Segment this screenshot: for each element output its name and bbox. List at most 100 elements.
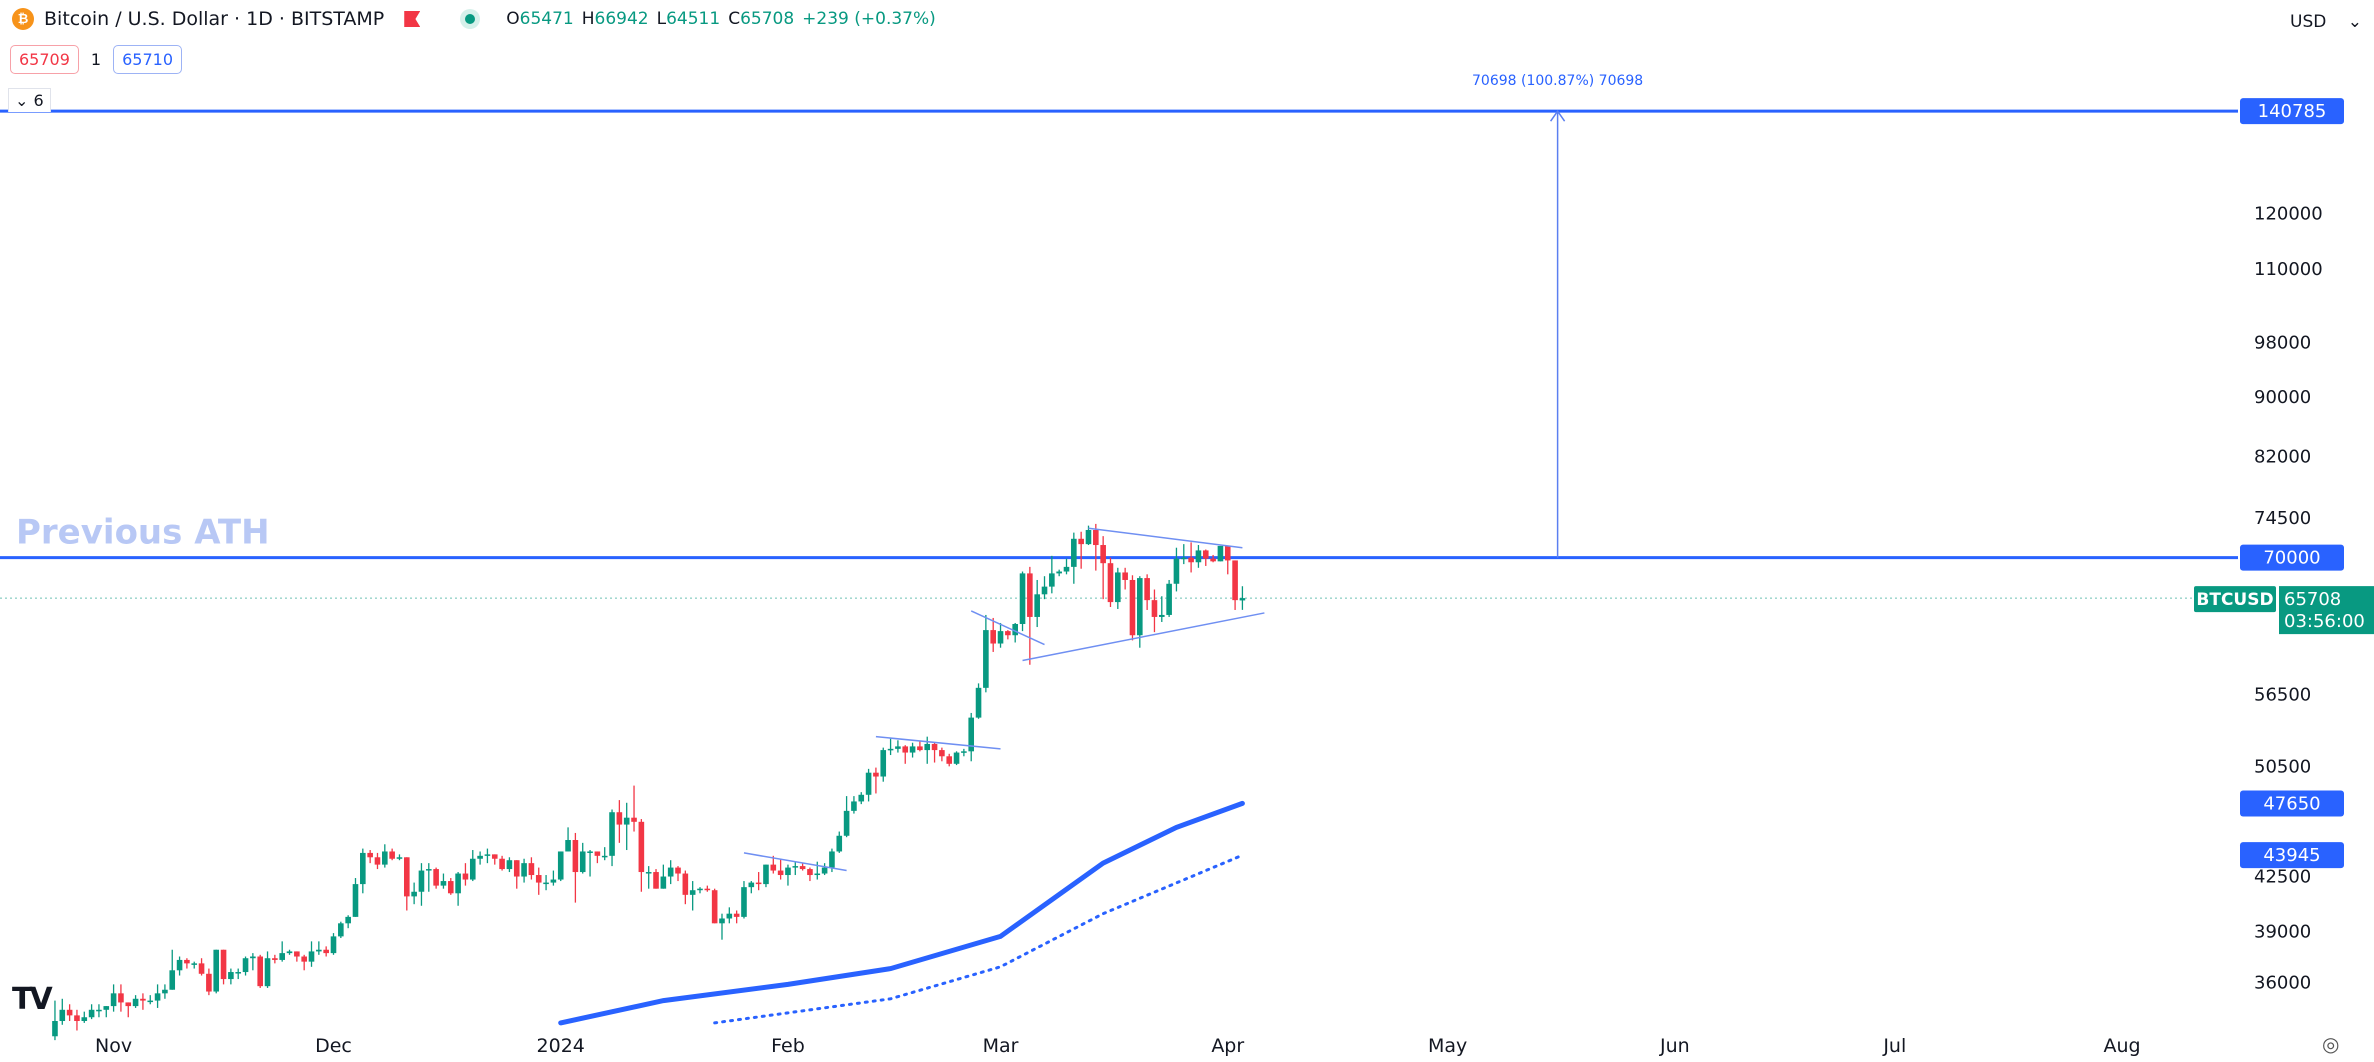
candle-body bbox=[521, 863, 527, 877]
candle-body bbox=[1232, 560, 1238, 601]
candle-body bbox=[697, 888, 703, 891]
last-price-text: 65708 bbox=[2284, 589, 2341, 610]
candle-body bbox=[301, 956, 307, 962]
candle-body bbox=[983, 630, 989, 688]
candle-body bbox=[975, 687, 982, 718]
candle-body bbox=[990, 630, 996, 644]
candle-body bbox=[1093, 529, 1099, 546]
candle-body bbox=[660, 876, 667, 889]
candle-body bbox=[909, 746, 916, 753]
buy-button[interactable]: 65710 bbox=[113, 45, 182, 74]
y-tick-label: 98000 bbox=[2254, 333, 2311, 354]
sell-button[interactable]: 65709 bbox=[10, 45, 79, 74]
y-tick-label: 82000 bbox=[2254, 447, 2311, 468]
flag-icon[interactable] bbox=[404, 11, 421, 27]
candle-body bbox=[1041, 586, 1048, 595]
settings-icon[interactable]: ◎ bbox=[2322, 1032, 2340, 1056]
candle-body bbox=[176, 959, 183, 971]
candle-body bbox=[484, 854, 491, 856]
candle-body bbox=[140, 998, 146, 1001]
tradingview-logo: TV bbox=[12, 982, 53, 1017]
symbol-title[interactable]: Bitcoin / U.S. Dollar · 1D · BITSTAMP bbox=[44, 8, 385, 30]
candle-body bbox=[997, 631, 1004, 644]
candle-body bbox=[477, 855, 483, 859]
candle-body bbox=[623, 817, 630, 825]
candle-body bbox=[1239, 598, 1246, 601]
candle-body bbox=[836, 835, 843, 852]
symbol-legend: ₿ Bitcoin / U.S. Dollar · 1D · BITSTAMP … bbox=[12, 8, 936, 30]
candle-body bbox=[1056, 571, 1062, 574]
currency-select[interactable]: USD ⌄ bbox=[2290, 12, 2362, 32]
candle-body bbox=[367, 852, 373, 858]
candle-body bbox=[66, 1009, 73, 1016]
candle-body bbox=[821, 867, 828, 874]
candle-body bbox=[338, 923, 344, 937]
candle-body bbox=[704, 888, 711, 891]
candle-body bbox=[807, 869, 813, 876]
candle-body bbox=[1202, 550, 1209, 559]
y-tick-label: 39000 bbox=[2254, 921, 2311, 942]
trendline bbox=[1022, 612, 1265, 662]
candle-body bbox=[264, 958, 271, 987]
candle-body bbox=[953, 752, 960, 764]
candle-body bbox=[1012, 623, 1018, 636]
candle-body bbox=[1034, 594, 1040, 617]
candle-body bbox=[814, 873, 821, 876]
candle-body bbox=[535, 875, 542, 883]
previous-ath-label: Previous ATH bbox=[16, 513, 270, 553]
moving-average-tag bbox=[2240, 842, 2344, 869]
candle-body bbox=[96, 1009, 102, 1012]
candle-body bbox=[1188, 557, 1194, 563]
candle-body bbox=[638, 821, 645, 873]
candle-body bbox=[931, 743, 938, 751]
candle-body bbox=[191, 963, 198, 965]
candle-body bbox=[447, 881, 454, 894]
x-tick-label: Mar bbox=[983, 1035, 1019, 1057]
candle-body bbox=[1144, 578, 1150, 601]
moving-average-line-solid bbox=[558, 800, 1245, 1026]
change-value: +239 (+0.37%) bbox=[802, 9, 936, 29]
candle-body bbox=[873, 772, 879, 777]
y-tick-label: 50500 bbox=[2254, 756, 2311, 777]
candle-body bbox=[601, 855, 608, 858]
candle-body bbox=[286, 951, 293, 954]
candle-body bbox=[755, 882, 762, 885]
candle-body bbox=[792, 866, 799, 868]
candle-body bbox=[1224, 545, 1231, 561]
candle-body bbox=[154, 993, 161, 1001]
x-tick-label: Apr bbox=[1211, 1035, 1244, 1057]
candle-body bbox=[902, 746, 909, 753]
candle-body bbox=[543, 882, 549, 885]
candle-body bbox=[59, 1009, 66, 1022]
candle-body bbox=[440, 881, 447, 886]
candle-body bbox=[316, 949, 322, 952]
candle-body bbox=[1085, 529, 1092, 545]
candle-body bbox=[1195, 550, 1202, 563]
candle-body bbox=[594, 851, 601, 856]
candle-body bbox=[1027, 573, 1033, 617]
candle-body bbox=[462, 873, 469, 880]
candle-body bbox=[865, 772, 872, 795]
candle-body bbox=[770, 864, 777, 871]
candle-body bbox=[206, 973, 212, 992]
candle-body bbox=[1071, 538, 1077, 567]
candle-body bbox=[184, 959, 190, 964]
y-tick-label: 120000 bbox=[2254, 203, 2323, 224]
candle-body bbox=[1137, 578, 1143, 636]
candle-body bbox=[118, 993, 124, 1003]
candle-body bbox=[499, 858, 505, 870]
candle-body bbox=[418, 870, 425, 892]
candle-body bbox=[843, 810, 850, 836]
candle-body bbox=[352, 884, 359, 917]
candle-body bbox=[213, 949, 220, 992]
candle-body bbox=[250, 956, 256, 959]
candle-body bbox=[631, 817, 637, 822]
indicators-toggle[interactable]: ⌄ 6 bbox=[8, 88, 51, 112]
candle-body bbox=[550, 879, 557, 883]
candle-body bbox=[711, 890, 718, 924]
candle-body bbox=[228, 972, 234, 980]
y-tick-label: 36000 bbox=[2254, 973, 2311, 994]
candle-body bbox=[374, 857, 381, 865]
candle-body bbox=[1019, 573, 1026, 624]
